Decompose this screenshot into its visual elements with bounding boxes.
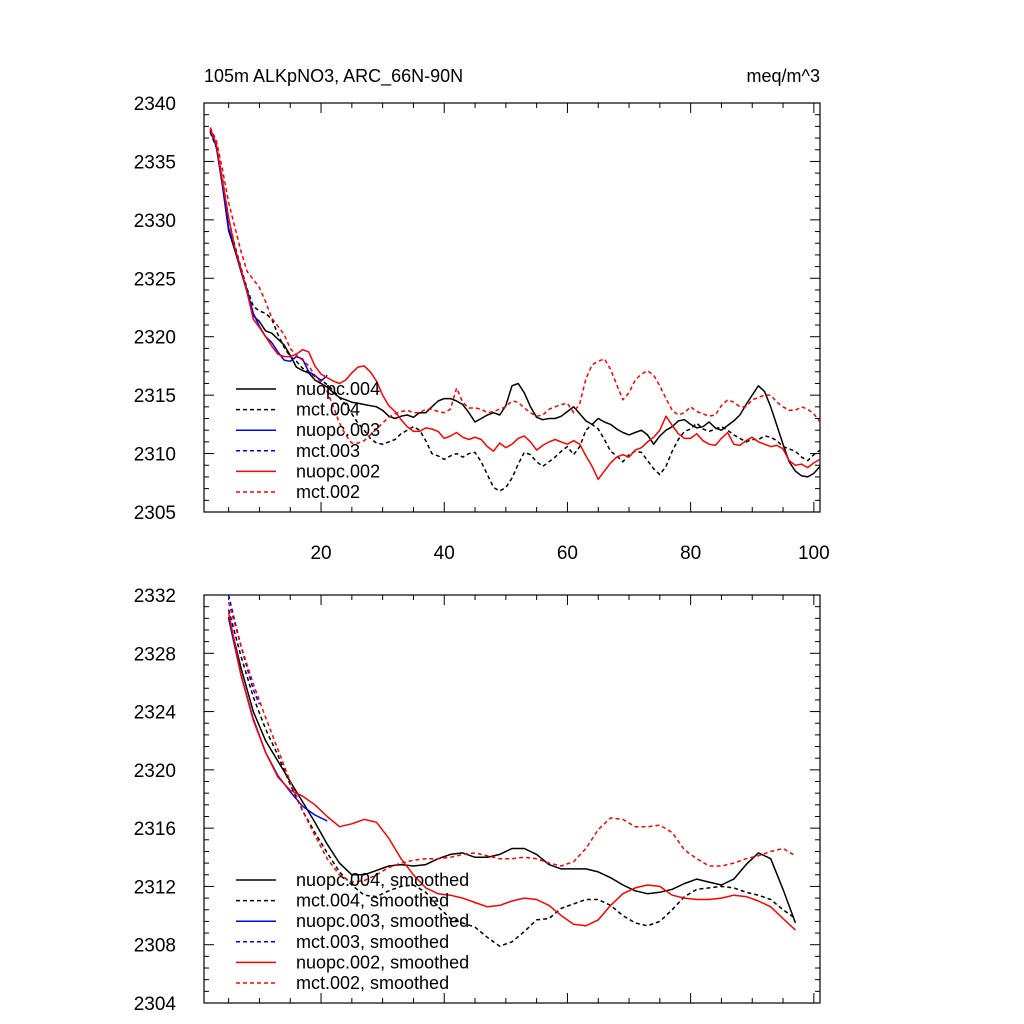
series-line (227, 618, 328, 822)
top-panel: 2305 2310 2315 2320 2325 2330 2335 2340 20 40 60 80… (134, 94, 830, 564)
series-line (209, 130, 821, 478)
legend-label: nuopc.003, smoothed (296, 911, 469, 931)
legend-label: mct.004 (296, 400, 360, 420)
series-line (227, 612, 796, 931)
y-tick-label: 2320 (134, 761, 176, 782)
legend-label: nuopc.002 (296, 461, 380, 481)
series-line (227, 616, 797, 924)
series-line (227, 602, 796, 883)
series-line (209, 131, 821, 492)
x-tick-label: 80 (680, 543, 701, 564)
legend-label: mct.002 (296, 482, 360, 502)
y-tick-label: 2304 (134, 994, 177, 1015)
y-tick-label: 2340 (134, 94, 176, 115)
plot-frame (203, 594, 821, 1004)
y-tick-label: 2320 (134, 328, 176, 349)
series-line (209, 128, 821, 481)
legend-label: nuopc.003 (296, 420, 380, 440)
legend-label: mct.003, smoothed (296, 932, 449, 952)
legend-label: mct.003 (296, 441, 360, 461)
y-tick-label: 2308 (134, 936, 176, 957)
y-tick-label: 2312 (134, 877, 176, 898)
y-tick-label: 2324 (134, 703, 177, 724)
x-tick-label: 20 (310, 543, 331, 564)
legend-label: mct.002, smoothed (296, 973, 449, 993)
x-tick-label: 60 (557, 543, 578, 564)
bottom-panel: 2304 2308 2312 2316 2320 2324 2328 2332 nuopc.00… (134, 586, 821, 1015)
y-tick-label: 2315 (134, 386, 176, 407)
x-tick-label: 40 (434, 543, 455, 564)
y-tick-label: 2330 (134, 211, 176, 232)
series-line (209, 127, 821, 444)
chart-units: meq/m^3 (747, 66, 820, 86)
legend-label: nuopc.004 (296, 379, 380, 399)
plot-frame (203, 102, 821, 513)
legend-label: nuopc.004, smoothed (296, 870, 469, 890)
x-tick-label: 100 (798, 543, 830, 564)
chart-title: 105m ALKpNO3, ARC_66N-90N (204, 66, 463, 87)
y-tick-label: 2332 (134, 586, 176, 607)
y-tick-label: 2305 (134, 503, 176, 524)
y-tick-label: 2335 (134, 152, 176, 173)
y-tick-label: 2325 (134, 269, 176, 290)
y-tick-label: 2310 (134, 445, 176, 466)
y-tick-label: 2328 (134, 644, 176, 665)
legend-label: mct.004, smoothed (296, 891, 449, 911)
y-tick-label: 2316 (134, 819, 176, 840)
series-line (209, 129, 328, 382)
legend-label: nuopc.002, smoothed (296, 952, 469, 972)
series-line (227, 609, 796, 947)
